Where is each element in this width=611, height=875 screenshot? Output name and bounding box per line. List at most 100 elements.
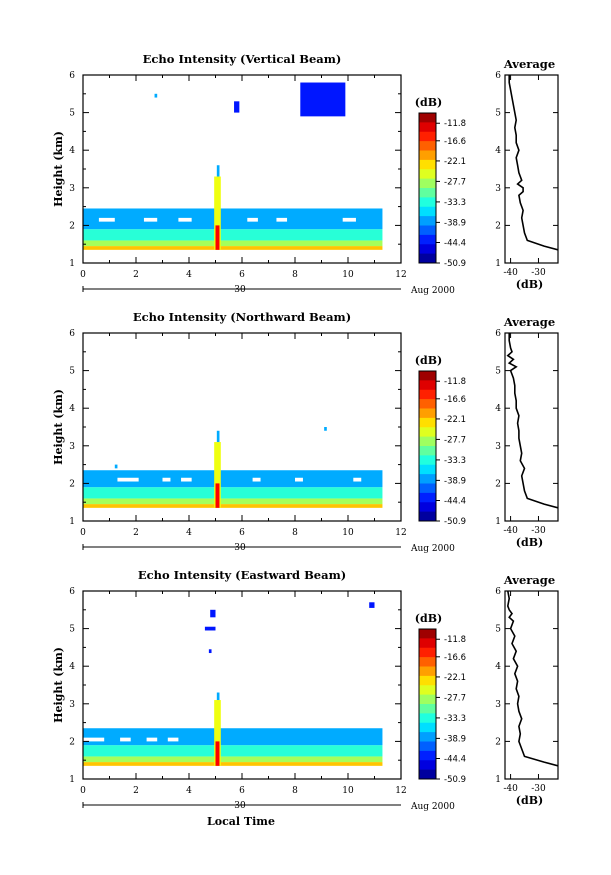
colorbar-band [419,417,436,428]
average-frame [504,590,559,780]
heatmap-cell-5 [215,225,220,250]
colorbar-tick-label: -16.6 [444,137,466,147]
average-y-tick-label: 2 [495,221,501,231]
data-gap-5 [342,217,356,222]
chart-title: Echo Intensity (Eastward Beam) [138,568,346,582]
heatmap-cell-1 [83,498,383,505]
colorbar-band [419,760,436,771]
x-tick-label: 2 [133,786,139,796]
y-tick-label: 4 [69,146,75,156]
average-profile-line [506,333,558,509]
colorbar-band [419,638,436,649]
average-y-tick-label: 3 [495,184,501,194]
colorbar-tick-label: -11.8 [444,377,466,387]
data-gap-4 [295,477,303,482]
colorbar-band [419,750,436,761]
colorbar-band [419,511,436,522]
data-gap-3 [247,217,258,222]
data-gap-5 [353,477,362,482]
colorbar-band [419,446,436,456]
data-gap-3 [252,477,261,482]
y-tick-label: 2 [69,737,75,747]
chart-title: Echo Intensity (Northward Beam) [133,310,351,324]
average-y-tick-label: 6 [495,71,501,81]
colorbar-tick-label: -27.7 [444,435,466,445]
average-y-tick-label: 5 [495,625,501,635]
average-title: Average [503,315,555,329]
x-tick-label: 4 [186,786,192,796]
average-profile-line [508,75,558,251]
x-tick-label: 0 [80,528,86,538]
colorbar-band [419,150,436,161]
heatmap-cell-3 [83,728,383,746]
colorbar-band [419,225,436,236]
heatmap-cell-10 [369,602,375,608]
average-x-tick-label: -30 [531,784,546,794]
average-y-tick-label: 6 [495,329,501,339]
colorbar-frame [418,628,437,780]
colorbar-band [419,141,436,151]
x-tick-label: 10 [342,786,354,796]
colorbar-tick-label: -11.8 [444,119,466,129]
heatmap-cell-7 [324,427,327,431]
colorbar-band [419,234,436,245]
average-y-tick-label: 3 [495,700,501,710]
x-tick-label: 2 [133,270,139,280]
data-gap-1 [162,477,171,482]
average-y-tick-label: 1 [495,259,501,269]
colorbar-tick-label: -27.7 [444,177,466,187]
heatmap-cell-7 [154,93,158,98]
average-y-tick-label: 4 [495,146,501,156]
data-gap-1 [120,737,131,742]
average-y-tick-label: 3 [495,442,501,452]
colorbar-title: (dB) [415,96,442,109]
y-tick-label: 4 [69,662,75,672]
date-month-year-label: Aug 2000 [410,544,455,554]
heatmap-cell-6 [216,692,220,701]
y-axis-title: Height (km) [52,389,65,465]
colorbar-band [419,178,436,189]
x-tick-label: 12 [395,528,406,538]
colorbar-band [419,647,436,658]
date-marker-label: 30 [234,801,246,811]
colorbar-band [419,713,436,724]
colorbar-band [419,113,436,123]
x-tick-label: 6 [239,786,245,796]
average-x-tick-label: -30 [531,526,546,536]
y-tick-label: 6 [69,71,75,81]
colorbar-band [419,474,436,484]
heatmap-cell-0 [83,504,383,508]
colorbar-band [419,131,436,142]
x-tick-label: 12 [395,786,406,796]
x-tick-label: 10 [342,528,354,538]
colorbar-tick-label: -33.3 [444,714,466,724]
colorbar-band [419,722,436,733]
average-frame [504,74,559,264]
colorbar-band [419,389,436,400]
data-gap-2 [178,217,192,222]
colorbar-tick-label: -33.3 [444,456,466,466]
colorbar-band [419,244,436,255]
colorbar-tick-label: -11.8 [444,635,466,645]
heatmap-cell-5 [215,483,220,508]
x-tick-label: 8 [292,786,298,796]
heatmap-cell-5 [215,741,220,766]
heatmap-cell-3 [83,208,383,230]
y-axis-title: Height (km) [52,647,65,723]
colorbar-band [419,253,436,264]
heatmap-cell-4 [214,442,221,508]
heatmap-cell-0 [83,246,383,250]
colorbar-band [419,188,436,198]
heatmap-cell-2 [83,745,383,757]
y-tick-label: 1 [69,517,75,527]
average-x-axis-title: (dB) [516,794,543,807]
x-axis-title: Local Time [207,815,275,828]
average-y-tick-label: 4 [495,404,501,414]
average-y-tick-label: 4 [495,662,501,672]
y-tick-label: 3 [69,442,75,452]
x-tick-label: 0 [80,270,86,280]
x-tick-label: 6 [239,528,245,538]
chart-title: Echo Intensity (Vertical Beam) [143,52,342,66]
colorbar-title: (dB) [415,612,442,625]
heatmap-cell-0 [83,762,383,766]
